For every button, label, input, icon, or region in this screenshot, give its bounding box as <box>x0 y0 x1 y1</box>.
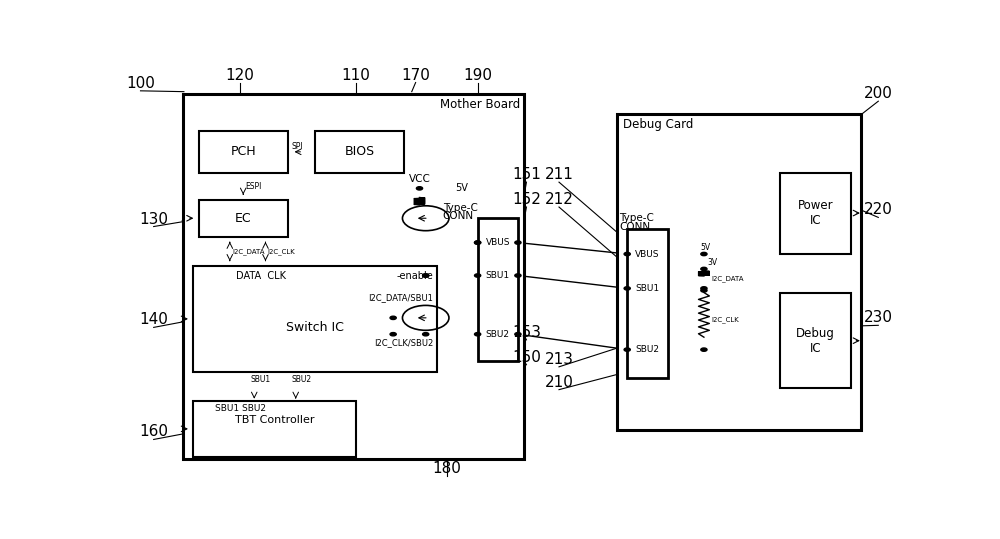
Circle shape <box>390 316 396 320</box>
Circle shape <box>701 252 707 255</box>
Text: 5V: 5V <box>456 183 469 194</box>
Circle shape <box>515 241 521 244</box>
Text: 190: 190 <box>463 67 492 82</box>
Text: I2C_CLK: I2C_CLK <box>712 317 739 323</box>
Text: TBT Controller: TBT Controller <box>235 416 314 425</box>
Bar <box>315 131 404 172</box>
Text: 151: 151 <box>512 167 541 182</box>
Text: 150: 150 <box>512 350 541 365</box>
Bar <box>780 172 851 253</box>
Text: 110: 110 <box>342 67 370 82</box>
Bar <box>199 131 288 172</box>
Text: -enable: -enable <box>397 271 433 281</box>
Text: 212: 212 <box>545 192 573 207</box>
Text: 120: 120 <box>225 67 254 82</box>
Text: SPI: SPI <box>292 142 303 151</box>
Text: 213: 213 <box>544 352 574 367</box>
Text: BIOS: BIOS <box>344 146 374 158</box>
Bar <box>478 218 518 362</box>
Text: Debug Card: Debug Card <box>623 119 694 132</box>
Bar <box>183 94 524 459</box>
Text: SBU1: SBU1 <box>635 284 659 293</box>
Text: CONN: CONN <box>443 211 474 221</box>
Text: 5V: 5V <box>700 243 710 252</box>
Circle shape <box>515 333 521 336</box>
Circle shape <box>475 274 481 277</box>
Text: 210: 210 <box>545 375 573 390</box>
Circle shape <box>390 333 396 336</box>
Text: VCC: VCC <box>409 174 430 184</box>
Bar <box>617 114 861 430</box>
Bar <box>199 199 288 237</box>
Text: VBUS: VBUS <box>486 238 510 247</box>
Text: 100: 100 <box>126 76 155 91</box>
Circle shape <box>701 289 707 292</box>
Text: PCH: PCH <box>230 146 256 158</box>
Text: CONN: CONN <box>619 222 651 232</box>
Circle shape <box>475 241 481 244</box>
Text: 130: 130 <box>181 220 183 221</box>
Text: SBU2: SBU2 <box>292 375 312 384</box>
Circle shape <box>701 348 707 351</box>
Text: Type-C: Type-C <box>443 203 478 213</box>
Circle shape <box>475 333 481 336</box>
Text: ESPI: ESPI <box>246 182 262 191</box>
Text: DATA  CLK: DATA CLK <box>236 271 286 281</box>
Bar <box>193 401 356 457</box>
Text: 170: 170 <box>401 67 430 82</box>
Circle shape <box>423 333 429 336</box>
Text: 130: 130 <box>139 212 168 226</box>
Circle shape <box>423 274 429 277</box>
Circle shape <box>624 252 630 255</box>
Text: 3V: 3V <box>708 258 718 267</box>
Text: 152: 152 <box>512 192 541 207</box>
Text: 220: 220 <box>864 203 893 217</box>
Text: Switch IC: Switch IC <box>286 321 344 334</box>
Text: VBUS: VBUS <box>635 250 660 259</box>
Text: Mother Board: Mother Board <box>440 98 520 110</box>
Text: I2C_DATA: I2C_DATA <box>712 275 744 282</box>
Text: EC: EC <box>235 212 252 225</box>
Circle shape <box>475 241 481 244</box>
Text: I2C_CLK: I2C_CLK <box>268 248 296 255</box>
Text: Debug
IC: Debug IC <box>796 327 835 355</box>
Circle shape <box>515 274 521 277</box>
Text: I2C_CLK/SBU2: I2C_CLK/SBU2 <box>374 337 433 347</box>
Circle shape <box>624 287 630 290</box>
Text: Type-C: Type-C <box>619 213 654 223</box>
Text: I2C_DATA: I2C_DATA <box>232 248 265 255</box>
Text: 211: 211 <box>545 167 573 182</box>
Text: SBU1 SBU2: SBU1 SBU2 <box>215 404 266 413</box>
Circle shape <box>416 186 423 190</box>
Text: 140: 140 <box>139 313 168 327</box>
Text: 180: 180 <box>432 461 461 475</box>
Text: 160: 160 <box>139 425 168 439</box>
Text: SBU1: SBU1 <box>486 271 510 280</box>
Text: SBU1: SBU1 <box>250 375 270 384</box>
Circle shape <box>624 348 630 351</box>
Circle shape <box>423 274 429 277</box>
Text: I2C_DATA/SBU1: I2C_DATA/SBU1 <box>369 293 433 302</box>
Circle shape <box>701 267 707 271</box>
Text: 153: 153 <box>512 325 541 340</box>
Text: Power
IC: Power IC <box>798 199 833 227</box>
Text: 200: 200 <box>864 86 893 101</box>
Circle shape <box>701 287 707 290</box>
Text: 230: 230 <box>864 310 893 326</box>
Text: SBU2: SBU2 <box>486 330 510 338</box>
Bar <box>780 293 851 389</box>
Bar <box>193 266 437 372</box>
Text: SBU2: SBU2 <box>635 345 659 354</box>
Bar <box>627 229 668 378</box>
